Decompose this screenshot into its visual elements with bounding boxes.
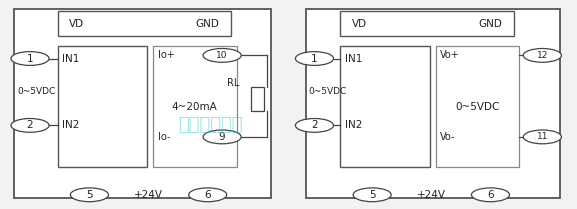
Text: 5: 5 — [86, 190, 93, 200]
Text: 2: 2 — [27, 120, 33, 130]
Text: RL: RL — [227, 78, 239, 88]
Bar — [251, 87, 264, 111]
Text: IN1: IN1 — [345, 54, 362, 64]
Text: 0~5VDC: 0~5VDC — [17, 87, 55, 97]
Text: GND: GND — [196, 19, 219, 28]
Text: 6: 6 — [487, 190, 494, 200]
Circle shape — [11, 52, 49, 65]
Circle shape — [523, 130, 561, 144]
Bar — [58, 46, 147, 167]
Text: IN2: IN2 — [345, 120, 362, 130]
Circle shape — [471, 188, 509, 202]
Circle shape — [353, 188, 391, 202]
Text: 深圳中领智合: 深圳中领智合 — [178, 116, 243, 134]
Text: +24V: +24V — [134, 190, 163, 200]
Text: 9: 9 — [219, 132, 226, 142]
Bar — [436, 46, 519, 167]
Text: 1: 1 — [27, 54, 33, 64]
Circle shape — [70, 188, 108, 202]
Text: Io-: Io- — [158, 132, 170, 142]
Text: 5: 5 — [369, 190, 376, 200]
Text: 1: 1 — [311, 54, 318, 64]
Bar — [340, 46, 430, 167]
Bar — [340, 11, 514, 36]
Circle shape — [295, 52, 334, 65]
Text: VD: VD — [69, 19, 84, 28]
Bar — [58, 11, 231, 36]
Text: Vo+: Vo+ — [440, 50, 460, 60]
Bar — [153, 46, 237, 167]
Text: 4~20mA: 4~20mA — [172, 102, 218, 112]
Text: 10: 10 — [216, 51, 228, 60]
Text: 6: 6 — [204, 190, 211, 200]
Text: 2: 2 — [311, 120, 318, 130]
Bar — [14, 9, 271, 198]
Circle shape — [523, 48, 561, 62]
Text: IN2: IN2 — [62, 120, 80, 130]
Text: +24V: +24V — [417, 190, 446, 200]
Text: 0~5VDC: 0~5VDC — [309, 87, 347, 97]
Circle shape — [11, 119, 49, 132]
Bar — [306, 9, 560, 198]
Circle shape — [295, 119, 334, 132]
Text: IN1: IN1 — [62, 54, 80, 64]
Circle shape — [203, 48, 241, 62]
Text: 11: 11 — [537, 132, 548, 141]
Text: Io+: Io+ — [158, 50, 174, 60]
Text: VD: VD — [352, 19, 367, 28]
Text: Vo-: Vo- — [440, 132, 456, 142]
Circle shape — [189, 188, 227, 202]
Circle shape — [203, 130, 241, 144]
Text: 12: 12 — [537, 51, 548, 60]
Text: GND: GND — [478, 19, 502, 28]
Text: 0~5VDC: 0~5VDC — [455, 102, 500, 112]
